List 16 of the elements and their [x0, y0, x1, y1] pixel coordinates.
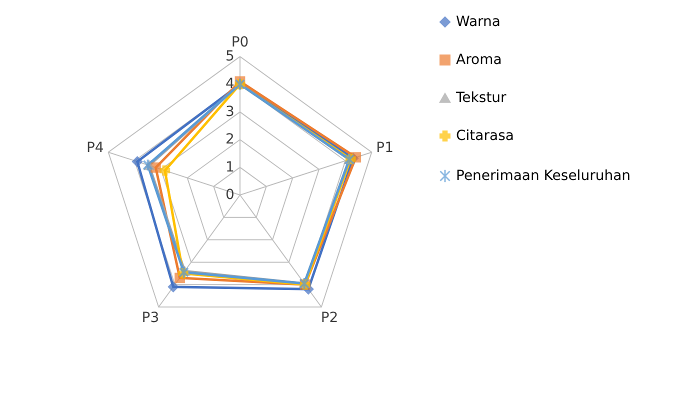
y-tick-label: 0	[226, 187, 234, 203]
y-tick-label: 2	[226, 132, 234, 148]
legend-label: Aroma	[456, 52, 502, 68]
legend-label: Tekstur	[455, 90, 507, 106]
spoke-label: P1	[376, 140, 394, 156]
y-tick-label: 5	[226, 48, 234, 65]
y-tick-label: 4	[226, 76, 235, 92]
legend-label: Penerimaan Keseluruhan	[456, 168, 631, 184]
spoke-label: P0	[231, 34, 249, 51]
legend-label: Warna	[456, 14, 500, 30]
spoke-label: P2	[320, 310, 338, 326]
y-tick-label: 1	[226, 159, 234, 176]
spoke-label: P4	[86, 140, 104, 156]
spoke-label: P3	[142, 310, 160, 326]
legend-label: Citarasa	[456, 128, 514, 144]
y-tick-label: 3	[226, 104, 234, 120]
